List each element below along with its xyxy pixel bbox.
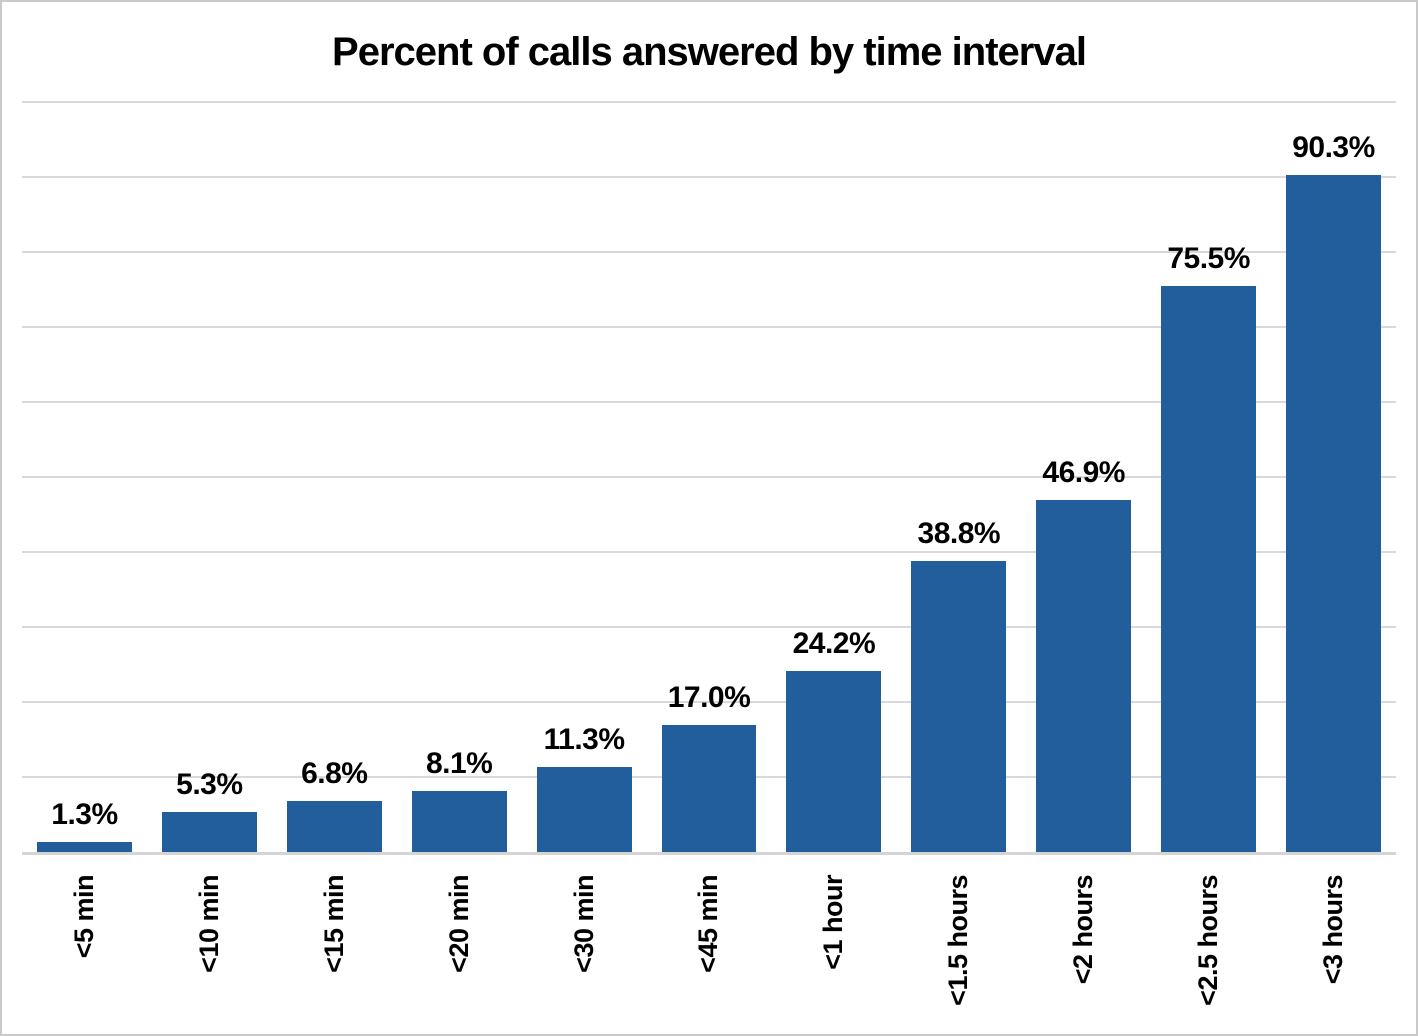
bar-column: 38.8% — [896, 102, 1021, 852]
gridline — [22, 626, 1396, 628]
bar-column: 17.0% — [647, 102, 772, 852]
x-axis-label: <2.5 hours — [1193, 875, 1224, 1006]
x-axis-label-box: <3 hours — [1271, 855, 1396, 1033]
x-axis-label-box: <10 min — [147, 855, 272, 1033]
gridline — [22, 401, 1396, 403]
x-axis-label: <3 hours — [1318, 875, 1349, 985]
bar — [411, 791, 507, 852]
bar — [1161, 285, 1257, 852]
gridline — [22, 326, 1396, 328]
bar — [161, 812, 257, 852]
bars-container: 1.3% 5.3% 6.8% 8.1% 11.3% 17.0% 24.2% 38.8% 46.9… — [22, 102, 1396, 852]
x-axis-label: <15 min — [318, 875, 349, 973]
bar-column: 90.3% — [1271, 102, 1396, 852]
x-axis-label-box: <30 min — [522, 855, 647, 1033]
bar-column: 5.3% — [147, 102, 272, 852]
bar-value-label: 46.9% — [1042, 456, 1125, 490]
bar-column: 8.1% — [397, 102, 522, 852]
x-axis-label: <45 min — [693, 875, 724, 973]
bar-column: 6.8% — [272, 102, 397, 852]
gridline — [22, 701, 1396, 703]
x-axis-label-box: <15 min — [272, 855, 397, 1033]
x-axis-label-box: <2 hours — [1021, 855, 1146, 1033]
gridline — [22, 251, 1396, 253]
gridline — [22, 176, 1396, 178]
x-axis-label-box: <1.5 hours — [896, 855, 1021, 1033]
bar-value-label: 11.3% — [543, 723, 625, 757]
bar-value-label: 38.8% — [917, 517, 1001, 550]
x-axis-label: <10 min — [193, 875, 224, 973]
bar-value-label: 1.3% — [51, 798, 118, 832]
bar-value-label: 75.5% — [1167, 241, 1250, 275]
x-axis-label: <1 hour — [818, 875, 849, 970]
x-axis-label: <30 min — [568, 875, 599, 973]
gridline — [22, 101, 1396, 103]
x-axis-labels: <5 min <10 min <15 min <20 min <30 min <45 mi… — [22, 855, 1396, 1033]
bar — [661, 724, 757, 852]
bar — [786, 670, 882, 852]
bar — [286, 801, 382, 852]
bar-column: 1.3% — [22, 102, 147, 852]
x-axis-label-box: <5 min — [22, 855, 147, 1033]
bar-value-label: 6.8% — [301, 757, 368, 790]
gridline — [22, 551, 1396, 553]
bar-value-label: 90.3% — [1292, 130, 1375, 164]
x-axis-label-box: <1 hour — [771, 855, 896, 1033]
x-axis-label-box: <45 min — [647, 855, 772, 1033]
bar-value-label: 24.2% — [792, 626, 876, 660]
bar-column: 24.2% — [771, 102, 896, 852]
bar — [911, 561, 1007, 852]
bar — [1286, 174, 1381, 852]
x-axis-label-box: <2.5 hours — [1146, 855, 1271, 1033]
bar-column: 11.3% — [522, 102, 647, 852]
bar-value-label: 5.3% — [176, 768, 243, 802]
x-axis-label: <5 min — [68, 875, 99, 959]
bar — [536, 767, 632, 852]
bar — [1036, 500, 1132, 852]
x-axis-label: <2 hours — [1068, 875, 1099, 985]
x-axis-label-box: <20 min — [397, 855, 522, 1033]
bar-value-label: 17.0% — [667, 680, 751, 714]
x-axis-label: <20 min — [443, 875, 474, 973]
plot-area: 1.3% 5.3% 6.8% 8.1% 11.3% 17.0% 24.2% 38.8% 46.9… — [22, 101, 1396, 855]
bar-value-label: 8.1% — [425, 747, 493, 781]
x-axis-label: <1.5 hours — [943, 875, 974, 1006]
bar-column: 75.5% — [1146, 102, 1271, 852]
bar-column: 46.9% — [1021, 102, 1146, 852]
chart-title: Percent of calls answered by time interv… — [332, 29, 1087, 74]
bar — [36, 842, 132, 852]
gridline — [22, 476, 1396, 478]
